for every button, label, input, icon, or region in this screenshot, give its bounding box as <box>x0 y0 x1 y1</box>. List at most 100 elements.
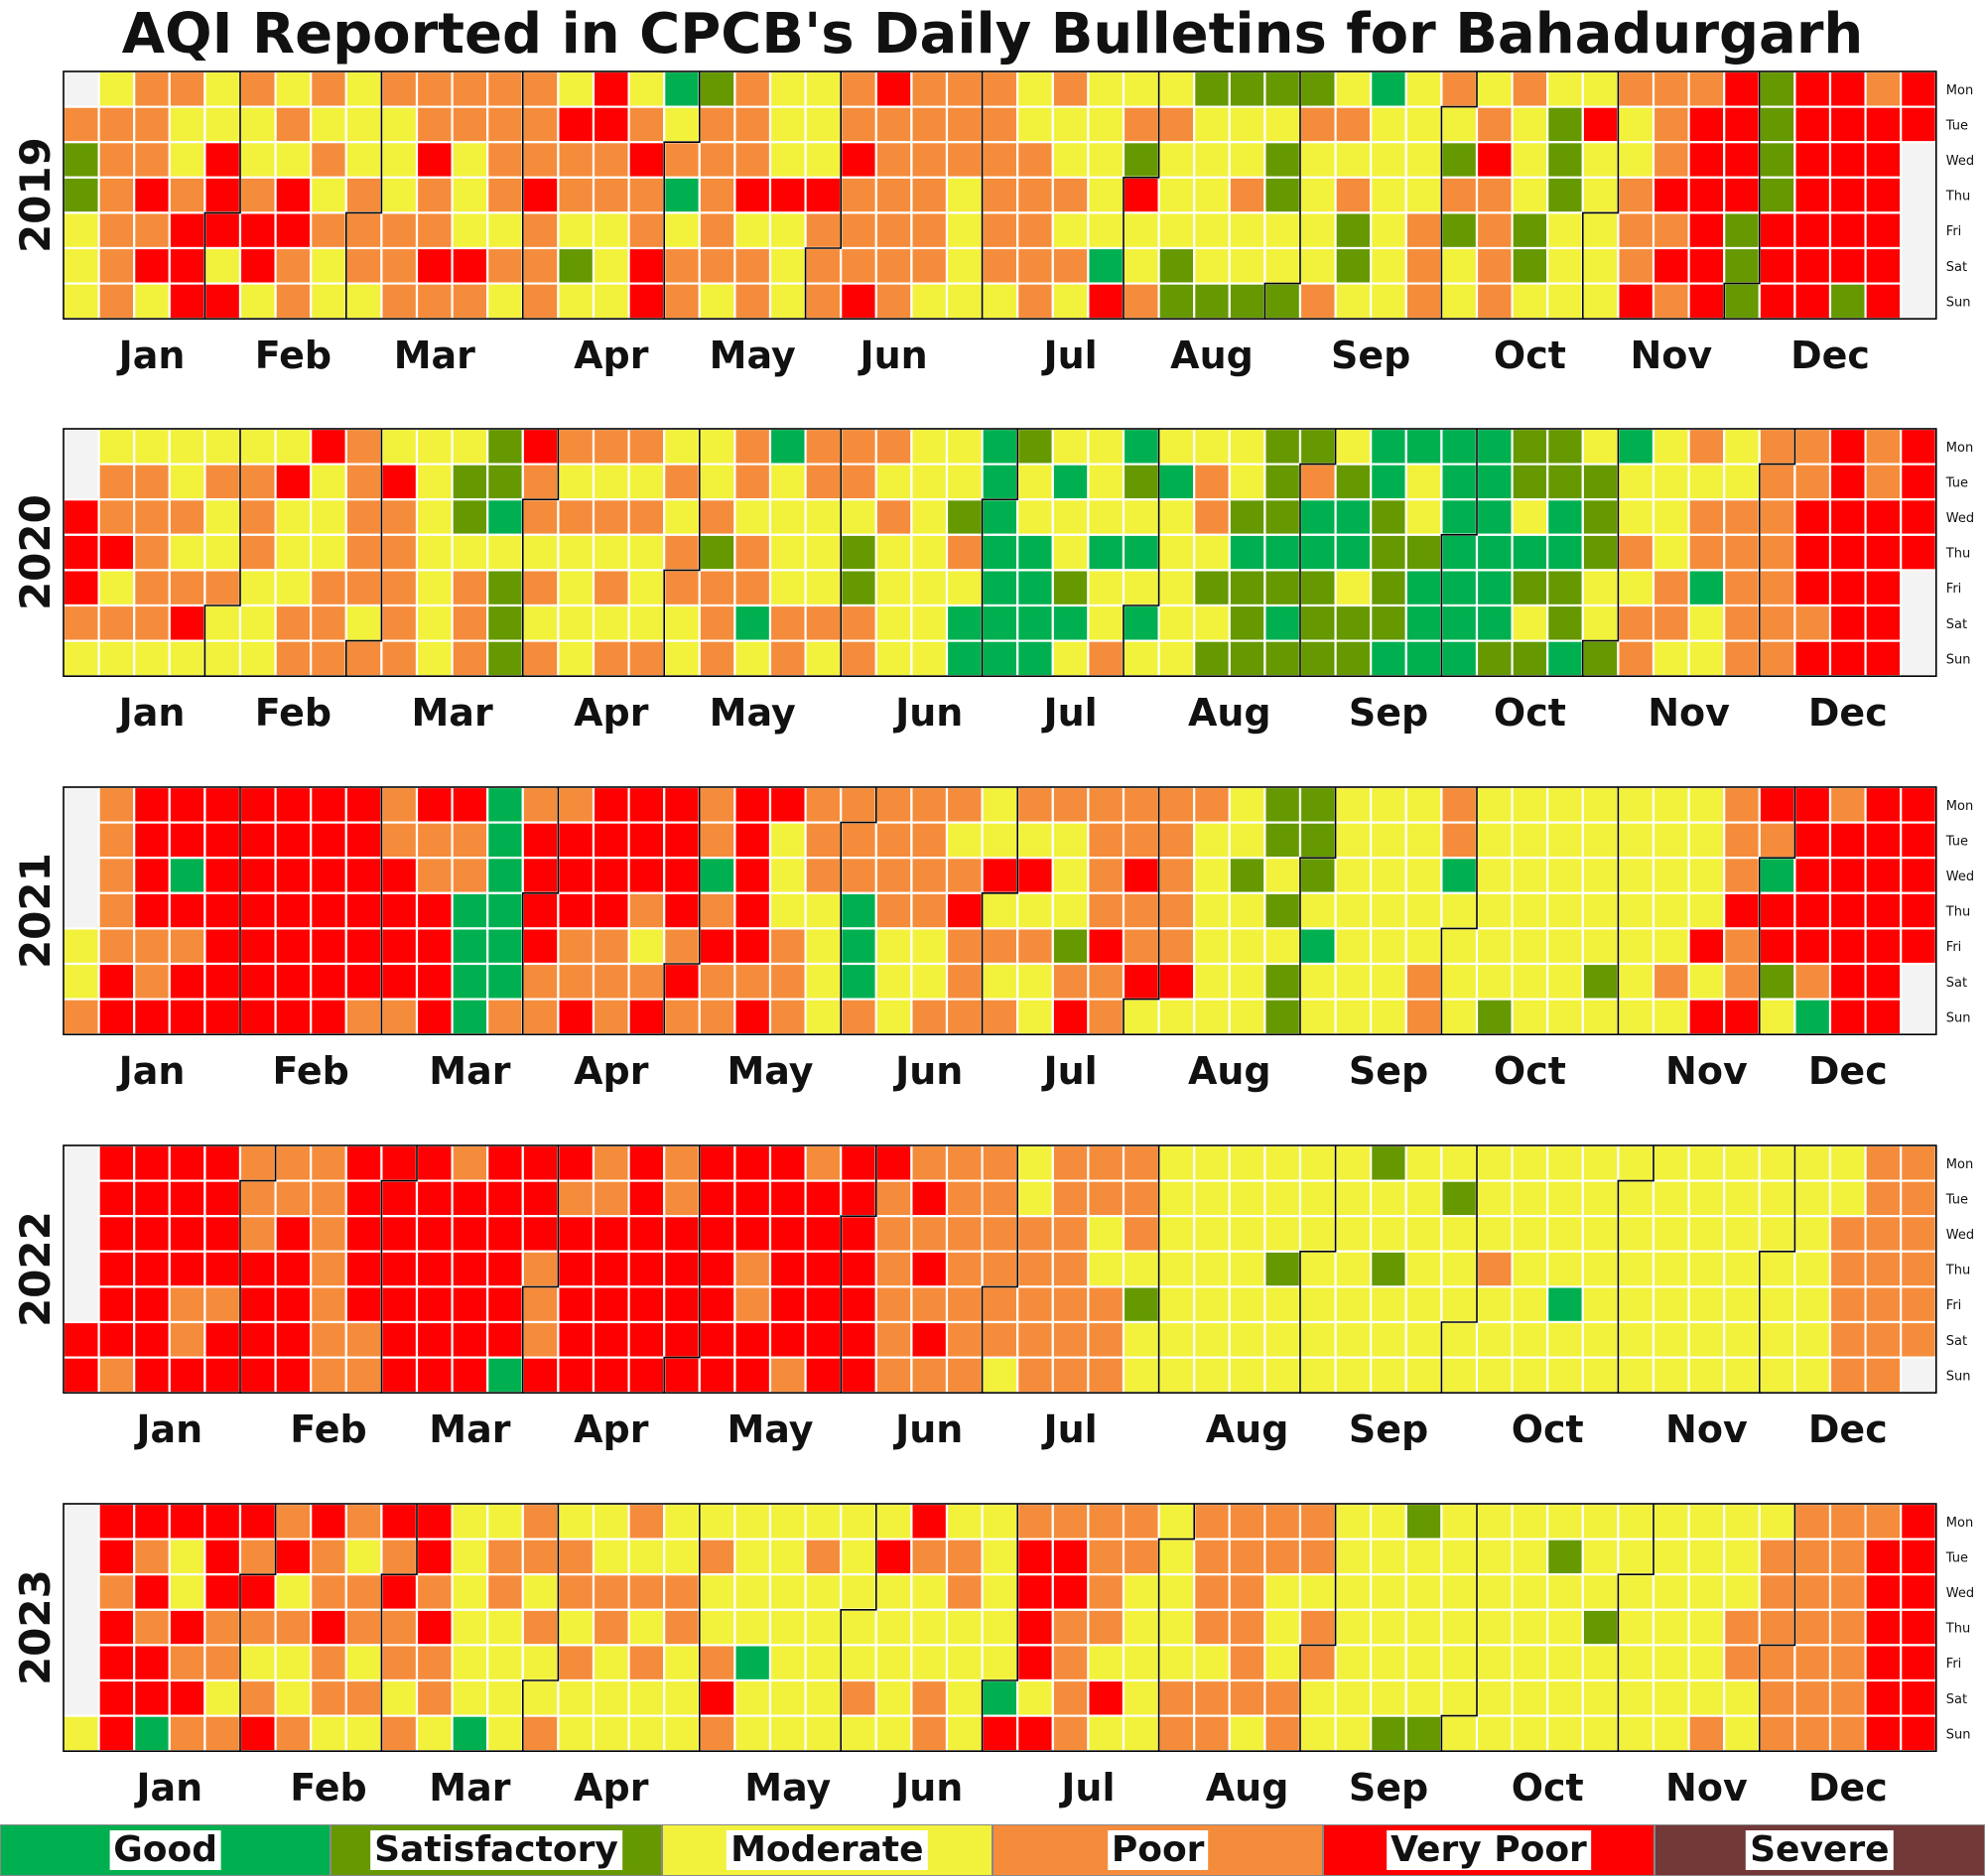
month-boundary <box>1582 71 1620 320</box>
day-cell <box>1723 533 1761 572</box>
day-cell <box>1298 1714 1337 1753</box>
day-cell <box>874 282 913 321</box>
day-cell <box>1511 603 1549 642</box>
day-cell <box>1051 105 1090 144</box>
day-cell <box>1511 1608 1549 1647</box>
day-cell <box>1475 1179 1514 1218</box>
day-cell <box>1581 1678 1620 1717</box>
day-cell <box>203 1215 242 1253</box>
weekday-label: Thu <box>1945 905 1970 920</box>
day-cell <box>874 962 913 1001</box>
month-boundary <box>1759 429 1796 677</box>
day-cell <box>1440 639 1479 678</box>
day-cell <box>910 427 949 466</box>
day-cell <box>1228 603 1266 642</box>
month-boundary <box>1759 1504 1796 1752</box>
day-cell <box>981 282 1019 321</box>
day-cell <box>168 498 206 536</box>
day-cell <box>1581 1285 1620 1324</box>
day-cell <box>310 498 347 536</box>
day-cell <box>1793 1285 1832 1324</box>
day-cell <box>1440 105 1479 144</box>
day-cell <box>1404 246 1443 285</box>
day-cell <box>1723 141 1761 179</box>
day-cell <box>1828 1143 1867 1182</box>
day-cell <box>238 141 277 179</box>
day-cell <box>1370 1143 1407 1182</box>
day-cell <box>168 1285 206 1324</box>
day-cell <box>768 176 807 214</box>
day-cell <box>1157 962 1196 1001</box>
day-cell <box>1900 105 1937 144</box>
day-cell <box>1087 211 1125 250</box>
day-cell <box>238 246 277 285</box>
day-cell <box>521 141 560 179</box>
day-cell <box>1404 603 1443 642</box>
day-cell <box>768 857 807 894</box>
day-cell <box>733 463 772 501</box>
day-cell <box>804 1320 843 1359</box>
day-cell <box>1404 1608 1443 1647</box>
day-cell <box>981 1320 1019 1359</box>
day-cell <box>981 891 1019 930</box>
day-cell <box>1900 1250 1937 1288</box>
day-cell <box>1475 1143 1514 1182</box>
day-cell <box>1581 211 1620 250</box>
month-label: Sep <box>1349 1049 1428 1093</box>
day-cell <box>945 1608 984 1647</box>
day-cell <box>97 211 136 250</box>
day-cell <box>1122 533 1160 572</box>
day-cell <box>1793 1356 1832 1395</box>
day-cell <box>1157 639 1196 678</box>
day-cell <box>1900 427 1937 466</box>
day-cell <box>698 998 736 1036</box>
day-cell <box>1263 1714 1302 1753</box>
day-cell <box>1758 857 1796 894</box>
day-cell <box>310 1143 347 1182</box>
day-cell <box>557 569 596 607</box>
day-cell <box>840 603 877 642</box>
day-cell <box>1652 821 1690 860</box>
month-label: Oct <box>1494 1049 1566 1093</box>
day-cell <box>1793 498 1832 536</box>
day-cell <box>133 1143 171 1182</box>
day-cell <box>380 463 419 501</box>
day-cell <box>1298 639 1337 678</box>
day-cell <box>1793 569 1832 607</box>
day-cell <box>1758 962 1796 1001</box>
day-cell <box>1723 1250 1761 1288</box>
day-cell <box>1652 603 1690 642</box>
month-boundary <box>1440 1145 1478 1394</box>
day-cell <box>1758 785 1796 824</box>
day-cell <box>1404 927 1443 966</box>
day-cell <box>1687 1250 1726 1288</box>
weekday-label: Tue <box>1945 475 1968 490</box>
day-cell <box>1228 1714 1266 1753</box>
day-cell <box>1334 1179 1373 1218</box>
day-cell <box>521 533 560 572</box>
day-cell <box>1263 821 1302 860</box>
day-cell <box>1263 1502 1302 1541</box>
day-cell <box>380 1714 419 1753</box>
day-cell <box>1051 1143 1090 1182</box>
day-cell <box>344 962 383 1001</box>
day-cell <box>310 785 347 824</box>
day-cell <box>1122 569 1160 607</box>
day-cell <box>133 891 171 930</box>
month-label: Jul <box>1040 691 1097 735</box>
day-cell <box>1370 69 1407 108</box>
day-cell <box>1228 962 1266 1001</box>
day-cell <box>486 1502 524 1541</box>
day-cell <box>1546 1608 1584 1647</box>
day-cell <box>1087 176 1125 214</box>
day-cell <box>840 962 877 1001</box>
day-cell <box>274 1143 313 1182</box>
day-cell <box>663 1573 701 1611</box>
day-cell <box>1793 857 1832 894</box>
day-cell <box>592 603 630 642</box>
day-cell <box>344 1285 383 1324</box>
day-cell <box>1016 246 1054 285</box>
day-cell <box>203 962 242 1001</box>
day-cell <box>557 246 596 285</box>
day-cell <box>840 1250 877 1288</box>
